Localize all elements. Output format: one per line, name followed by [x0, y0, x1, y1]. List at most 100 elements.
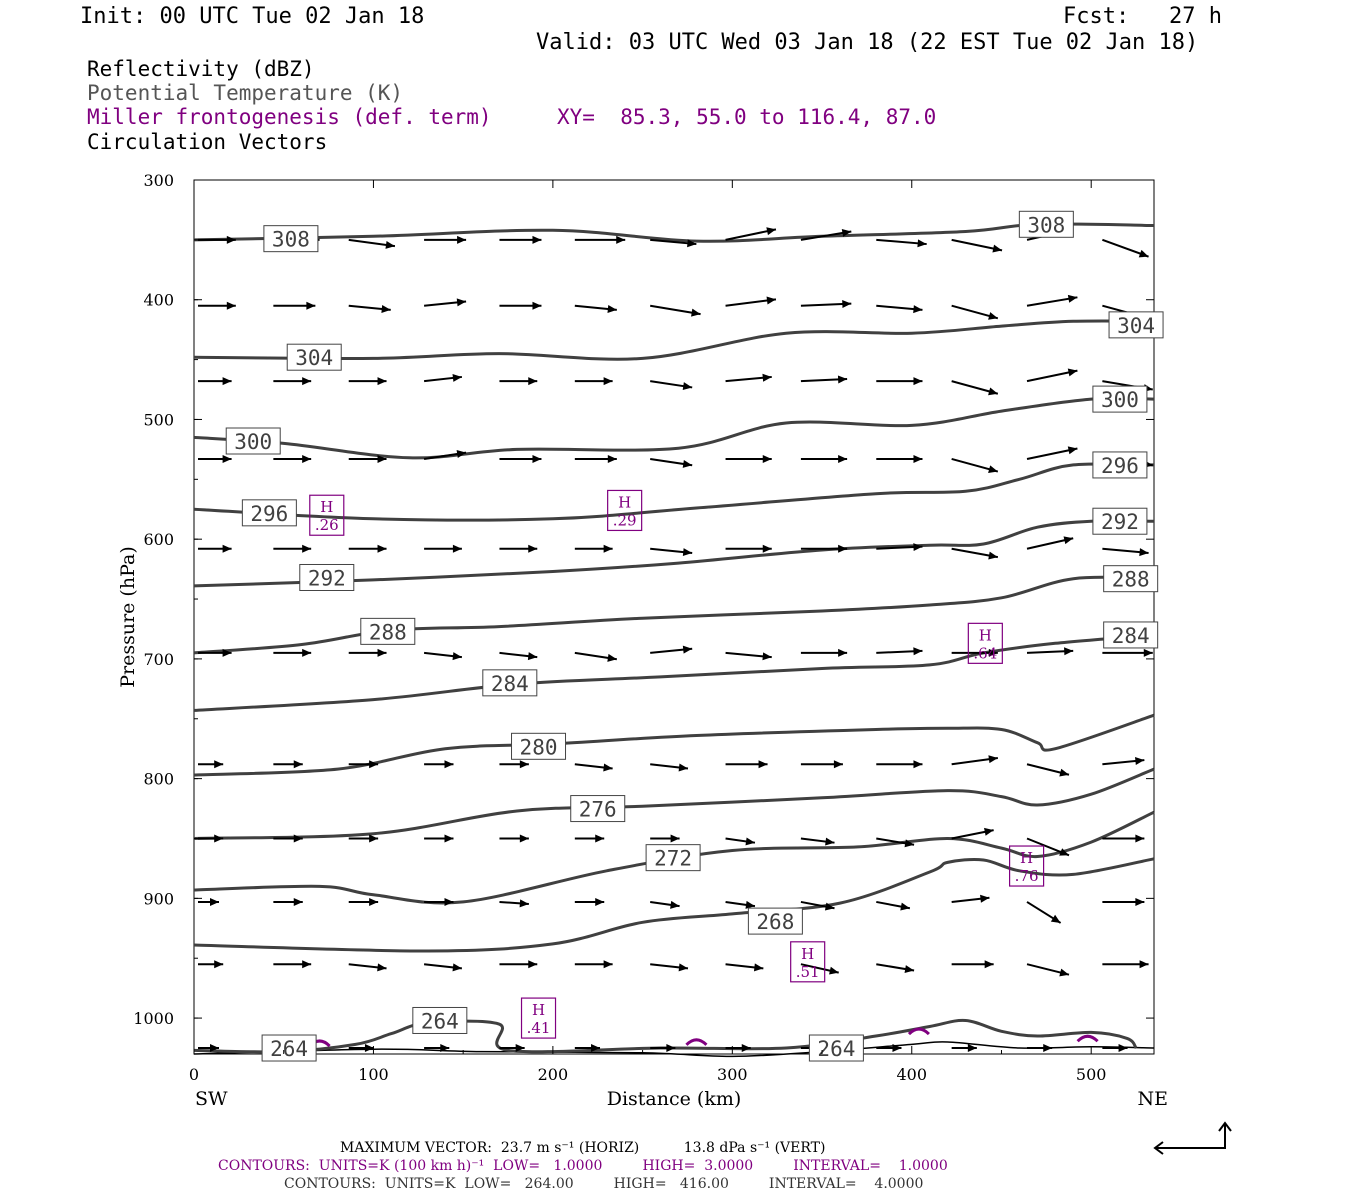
circulation-vector — [725, 651, 772, 661]
circulation-vector — [800, 837, 835, 846]
svg-text:.41: .41 — [527, 1019, 551, 1037]
svg-text:300: 300 — [1101, 388, 1139, 412]
circulation-vector — [273, 897, 303, 906]
circulation-vector — [951, 827, 994, 840]
circulation-vector — [800, 648, 848, 657]
circulation-vector — [650, 457, 693, 468]
circulation-vector — [574, 763, 613, 772]
circulation-vector — [198, 454, 232, 463]
circulation-vector — [574, 651, 617, 662]
circulation-vector — [574, 454, 617, 463]
circulation-vector — [424, 544, 462, 553]
circulation-vector — [800, 375, 848, 384]
x-tick-label: 400 — [896, 1065, 927, 1084]
circulation-vector — [273, 834, 303, 843]
circulation-vector — [876, 1044, 902, 1053]
svg-text:H: H — [618, 493, 631, 511]
circulation-vector — [273, 377, 312, 386]
circulation-vector — [423, 963, 463, 972]
forecast-hour: Fcst: 27 h — [1063, 4, 1222, 29]
circulation-vector — [348, 377, 387, 386]
svg-text:304: 304 — [295, 346, 333, 370]
theta-contour-308 — [193, 222, 1155, 243]
circulation-vector — [725, 373, 772, 383]
circulation-vector — [423, 651, 463, 661]
circulation-vector — [951, 1044, 977, 1053]
svg-text:.29: .29 — [613, 511, 637, 529]
circulation-vector — [198, 301, 236, 310]
svg-text:284: 284 — [491, 672, 529, 696]
frontogenesis-contour-info: CONTOURS: UNITS=K (100 km h)⁻¹ LOW= 1.00… — [218, 1158, 948, 1174]
circulation-vector — [650, 238, 697, 248]
circulation-vector — [348, 238, 396, 249]
sw-label: SW — [195, 1088, 228, 1110]
x-tick-label: 500 — [1076, 1065, 1107, 1084]
svg-text:292: 292 — [1101, 510, 1139, 534]
circulation-vector — [876, 837, 915, 848]
circulation-vector — [951, 457, 999, 474]
circulation-vector — [725, 837, 756, 846]
contour-label-300: 300 — [225, 427, 281, 455]
svg-text:264: 264 — [421, 1009, 459, 1033]
circulation-vector — [725, 454, 772, 463]
theta-contour-292 — [193, 519, 1155, 588]
circulation-vector — [499, 1044, 525, 1053]
circulation-vector — [1102, 547, 1149, 557]
circulation-vector — [876, 377, 923, 386]
contour-label-296: 296 — [1092, 451, 1148, 479]
frontogenesis-max: H.26 — [309, 494, 345, 536]
circulation-vector — [951, 380, 999, 396]
theta-contour-288 — [193, 575, 1155, 655]
circulation-vector — [198, 1044, 219, 1053]
legend-miller-frontogenesis: Miller frontogenesis (def. term) — [87, 105, 492, 129]
svg-text:.51: .51 — [796, 963, 820, 981]
circulation-vector — [800, 900, 835, 911]
frontogenesis-max: H.29 — [607, 489, 643, 532]
contour-label-264: 264 — [412, 1006, 468, 1034]
circulation-vector — [574, 897, 605, 906]
cross-section-endpoints: XY= 85.3, 55.0 to 116.4, 87.0 — [557, 105, 937, 129]
circulation-vector — [348, 454, 387, 463]
x-tick-label: 300 — [717, 1065, 748, 1084]
maximum-vector-note: MAXIMUM VECTOR: 23.7 m s⁻¹ (HORIZ) 13.8 … — [340, 1140, 826, 1156]
circulation-vector — [273, 301, 316, 310]
circulation-vector — [876, 543, 923, 552]
x-axis-title: Distance (km) — [607, 1088, 742, 1110]
theta-contour-300 — [193, 396, 1155, 460]
init-time: Init: 00 UTC Tue 02 Jan 18 — [80, 4, 425, 29]
x-tick-label: 100 — [358, 1065, 389, 1084]
y-tick-label: 600 — [143, 530, 174, 549]
circulation-vector — [725, 544, 772, 553]
circulation-vector — [574, 235, 626, 244]
circulation-vector — [499, 760, 529, 769]
circulation-vector — [1026, 536, 1074, 550]
valid-time: Valid: 03 UTC Wed 03 Jan 18 (22 EST Tue … — [536, 30, 1199, 55]
circulation-vector — [1102, 834, 1145, 843]
circulation-vector — [725, 227, 777, 241]
contour-label-284: 284 — [1103, 621, 1159, 649]
circulation-vector — [574, 960, 613, 969]
svg-text:308: 308 — [1027, 213, 1065, 237]
svg-text:276: 276 — [579, 798, 617, 822]
circulation-vector — [1102, 960, 1149, 969]
y-tick-label: 400 — [143, 291, 174, 310]
frontogenesis-max: H.64 — [967, 622, 1003, 664]
frontogenesis-max: H.41 — [520, 997, 557, 1039]
circulation-vector — [499, 834, 529, 843]
circulation-vector — [198, 377, 232, 386]
contour-label-280: 280 — [511, 732, 567, 760]
contour-label-276: 276 — [570, 795, 626, 823]
svg-text:H: H — [320, 498, 333, 516]
circulation-vector — [1026, 963, 1070, 977]
circulation-vector — [650, 963, 689, 972]
circulation-vector — [951, 648, 998, 657]
circulation-vector — [1102, 1044, 1128, 1053]
circulation-vector — [198, 834, 224, 843]
circulation-vector — [198, 544, 232, 553]
circulation-vector — [348, 963, 387, 972]
circulation-vector — [725, 760, 768, 769]
circulation-vector — [650, 1044, 676, 1053]
circulation-vector — [876, 760, 923, 769]
circulation-vector — [424, 834, 454, 843]
